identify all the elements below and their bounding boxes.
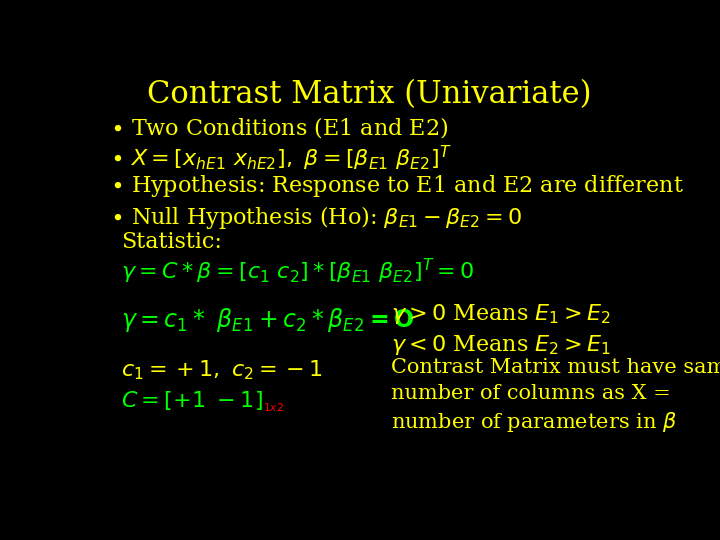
Text: $\bullet$ Hypothesis: Response to E1 and E2 are different: $\bullet$ Hypothesis: Response to E1 and…: [109, 173, 683, 199]
Text: $\gamma<0$ Means $E_2 > E_1$: $\gamma<0$ Means $E_2 > E_1$: [392, 333, 611, 357]
Text: Contrast Matrix must have same: Contrast Matrix must have same: [392, 358, 720, 377]
Text: $\gamma = C*\beta = [c_1\ c_2]*[\beta_{E1}\ \beta_{E2}]^T= 0$: $\gamma = C*\beta = [c_1\ c_2]*[\beta_{E…: [121, 257, 474, 286]
Text: number of parameters in $\beta$: number of parameters in $\beta$: [392, 410, 677, 434]
Text: $C = [+1\ -1]$: $C = [+1\ -1]$: [121, 389, 263, 412]
Text: $\gamma>0$ Means $E_1 > E_2$: $\gamma>0$ Means $E_1 > E_2$: [392, 302, 611, 326]
Text: number of columns as X =: number of columns as X =: [392, 384, 671, 403]
Text: $c_1= +1,\ c_2 = -1$: $c_1= +1,\ c_2 = -1$: [121, 358, 323, 382]
Text: $\bullet\ X = [x_{hE1}\ x_{hE2}],\ \beta=[\beta_{E1}\ \beta_{E2}]^T$: $\bullet\ X = [x_{hE1}\ x_{hE2}],\ \beta…: [109, 144, 451, 173]
Text: $_{1x2}$: $_{1x2}$: [263, 400, 284, 414]
Text: $\bullet$ Null Hypothesis (Ho): $\beta_{E1}-\beta_{E2}= 0$: $\bullet$ Null Hypothesis (Ho): $\beta_{…: [109, 204, 522, 231]
Text: $\gamma = c_1*\ \beta_{E1} + c_2*\beta_{E2}$$\mathbf{=O}$: $\gamma = c_1*\ \beta_{E1} + c_2*\beta_{…: [121, 306, 414, 334]
Text: Statistic:: Statistic:: [121, 231, 222, 253]
Text: $\bullet$ Two Conditions (E1 and E2): $\bullet$ Two Conditions (E1 and E2): [109, 114, 448, 140]
Text: Contrast Matrix (Univariate): Contrast Matrix (Univariate): [147, 79, 591, 110]
